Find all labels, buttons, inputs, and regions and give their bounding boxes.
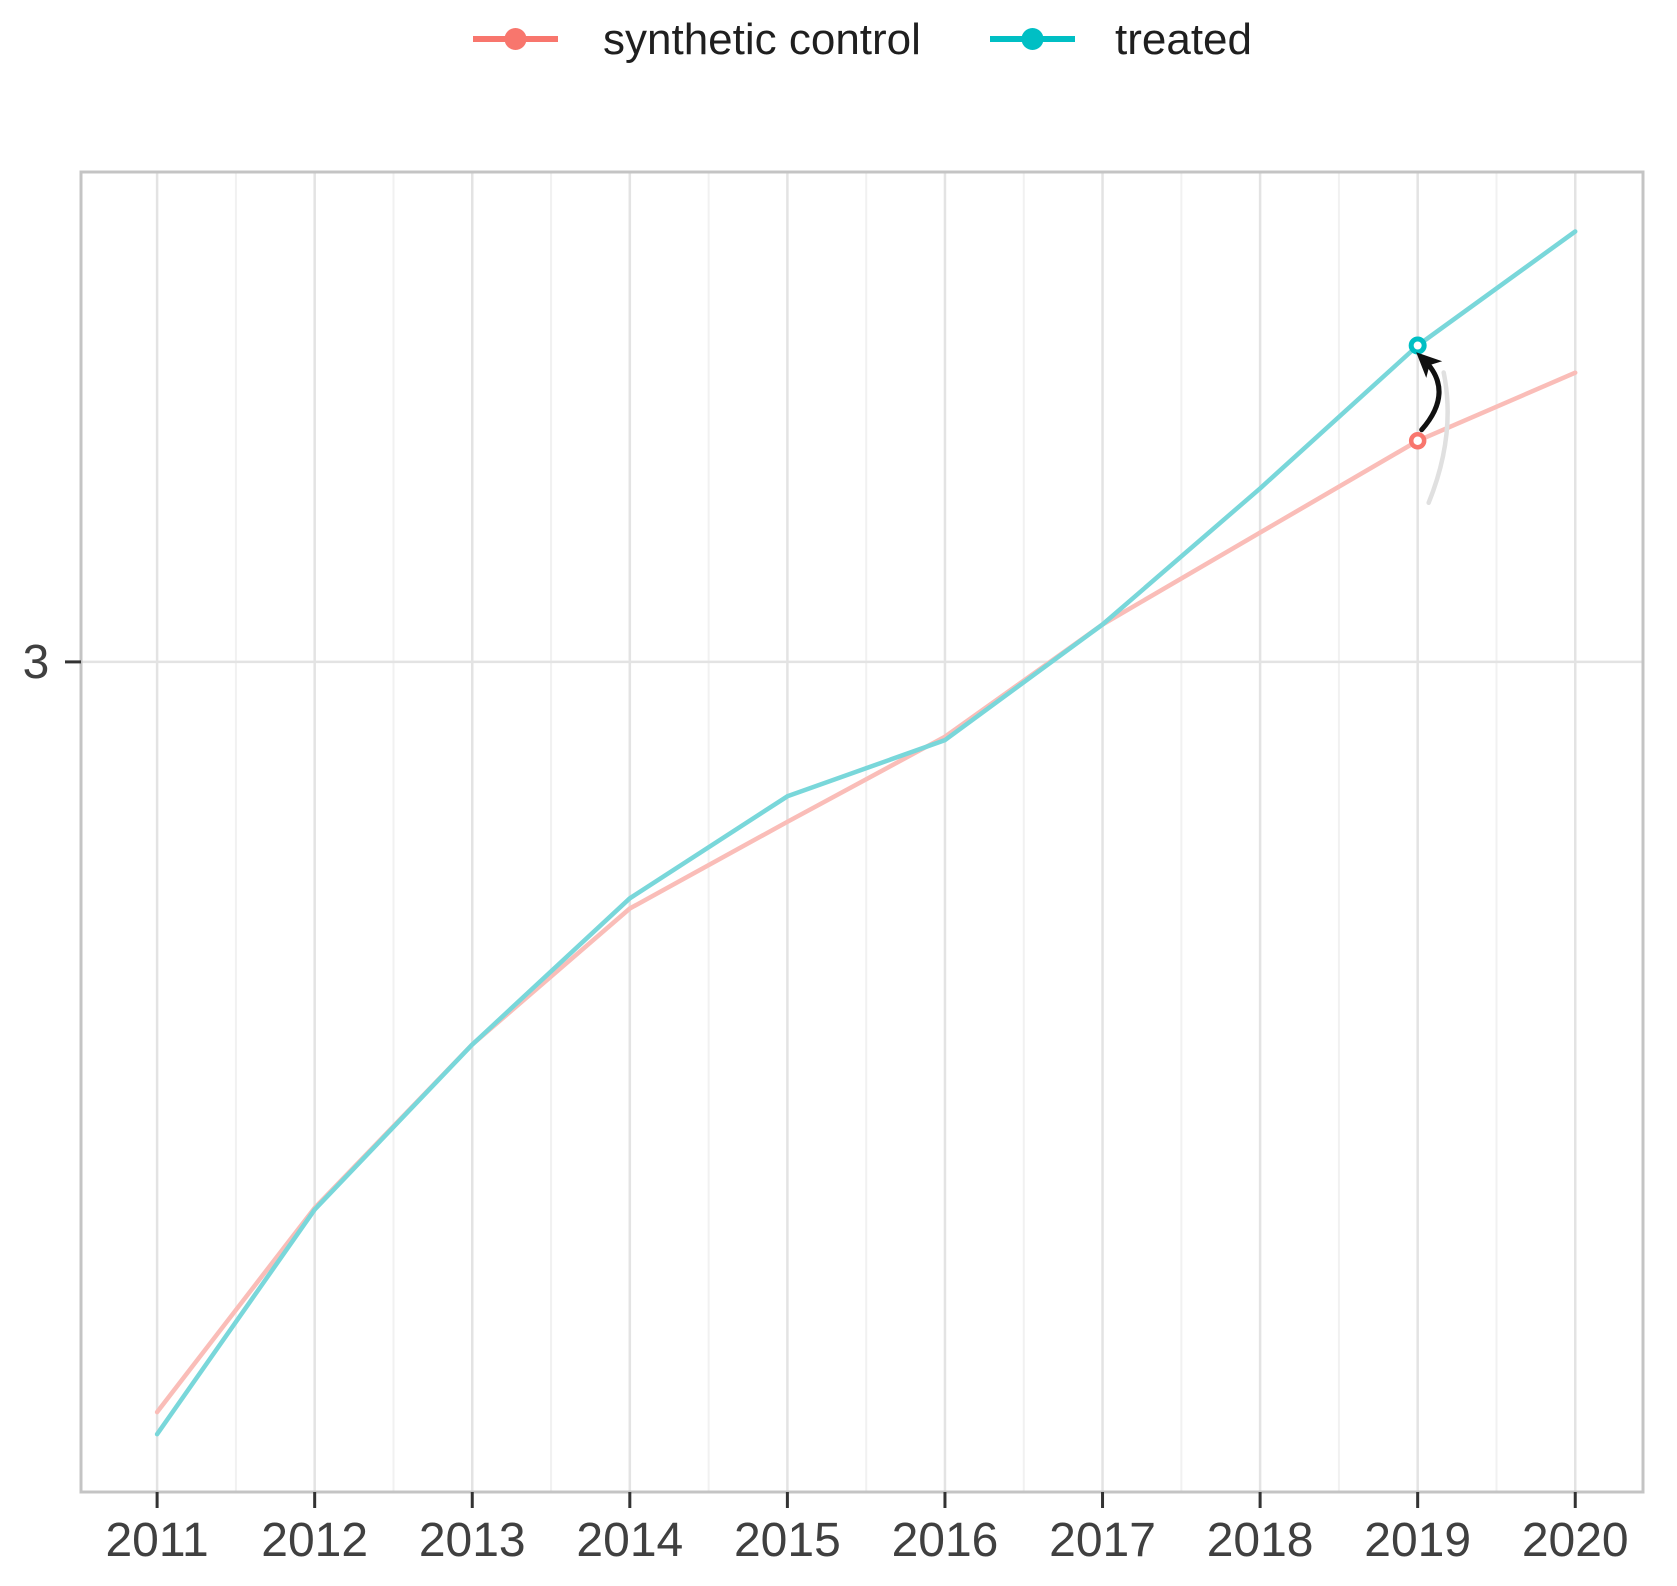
annotation-shadow-curve	[1426, 370, 1450, 506]
legend-label-synthetic-control: synthetic control	[603, 15, 921, 64]
annotation-arrow	[1416, 352, 1443, 433]
x-tick-label-2011: 2011	[105, 1514, 208, 1567]
point-marker-treated-2019	[1408, 336, 1427, 355]
series-line-treated	[154, 229, 1578, 1437]
legend-item-treated: treated	[990, 15, 1252, 64]
x-tick-label-2012: 2012	[261, 1514, 368, 1567]
point-marker-synthetic-2019	[1408, 432, 1427, 450]
x-tick-label-2013: 2013	[419, 1514, 526, 1567]
x-tick-label-2020: 2020	[1522, 1514, 1629, 1567]
legend-item-synthetic-control: synthetic control	[473, 15, 921, 64]
x-tick-label-2016: 2016	[892, 1514, 999, 1567]
x-tick-label-2019: 2019	[1364, 1514, 1471, 1567]
x-tick-label-2015: 2015	[734, 1514, 841, 1567]
x-tick-label-2018: 2018	[1207, 1514, 1314, 1567]
y-axis-tick-label-3: 3	[23, 636, 50, 689]
legend-key-dot-synthetic-control	[504, 28, 527, 50]
legend-key-dot-treated	[1021, 28, 1044, 50]
panel-border	[79, 170, 1645, 1494]
axis-ticks	[65, 660, 1577, 1508]
legend: synthetic control treated	[473, 15, 1252, 64]
x-tick-label-2017: 2017	[1049, 1514, 1156, 1567]
gridlines	[81, 172, 1643, 1492]
x-axis-tick-labels: 2011 2012 2013 2014 2015 2016 2017 2018 2019 2020	[105, 1514, 1628, 1567]
x-tick-label-2014: 2014	[576, 1514, 683, 1567]
legend-label-treated: treated	[1115, 15, 1252, 64]
